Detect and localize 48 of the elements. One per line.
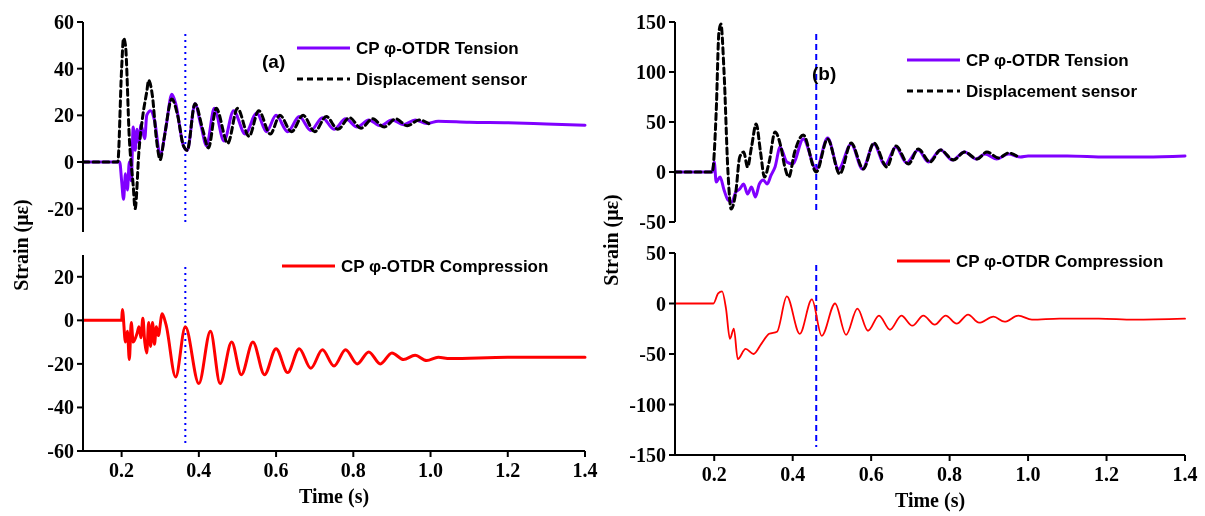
y-tick-label: 0 [64, 151, 74, 173]
line-series [81, 307, 587, 385]
x-tick-label: 1.2 [495, 459, 521, 481]
legend-label: CP φ-OTDR Compression [341, 256, 549, 276]
y-tick-label: 20 [54, 104, 74, 127]
y-tick-label: -100 [629, 393, 666, 416]
y-tick-label: -40 [47, 396, 74, 419]
x-tick-label: 1.2 [1094, 463, 1120, 485]
y-tick-label: -20 [47, 352, 74, 375]
legend-label: Displacement sensor [966, 81, 1138, 101]
y-tick-label: 0 [656, 292, 666, 315]
x-tick-label: 0.8 [937, 463, 963, 485]
legend-label: Displacement sensor [356, 69, 528, 89]
y-tick-label: 40 [54, 57, 74, 80]
x-tick-label: 1.4 [1172, 463, 1198, 485]
legend-label: CP φ-OTDR Tension [966, 50, 1129, 70]
y-tick-label: 0 [64, 309, 74, 332]
y-tick-label: -50 [639, 343, 666, 365]
x-tick-label: 0.4 [186, 459, 212, 481]
y-tick-label: -20 [47, 197, 74, 220]
x-axis-title: Time (s) [298, 485, 370, 508]
y-tick-label: -150 [629, 444, 666, 466]
y-tick-label: 0 [656, 161, 666, 183]
x-tick-label: 0.2 [701, 463, 727, 485]
y-tick-label: -50 [639, 211, 666, 233]
y-tick-label: 150 [636, 11, 666, 33]
y-tick-label: 50 [646, 242, 666, 264]
y-tick-label: 60 [54, 11, 74, 33]
line-series [674, 290, 1186, 360]
y-tick-label: -60 [47, 440, 74, 462]
annotation: (a) [262, 51, 286, 72]
x-tick-label: 1.0 [418, 459, 444, 481]
y-tick-label: 100 [636, 61, 666, 83]
x-tick-label: 0.6 [858, 463, 884, 485]
x-tick-label: 1.4 [572, 459, 598, 481]
y-tick-label: 50 [646, 111, 666, 133]
legend-label: CP φ-OTDR Compression [956, 251, 1164, 271]
y-axis-title: Strain (με) [600, 194, 623, 286]
x-axis-title: Time (s) [894, 489, 966, 512]
y-axis-title: Strain (με) [10, 199, 33, 291]
x-tick-label: 0.4 [780, 463, 806, 485]
y-tick-label: 20 [54, 265, 74, 288]
x-tick-label: 0.2 [109, 459, 135, 481]
x-tick-label: 0.8 [340, 459, 366, 481]
x-tick-label: 1.0 [1015, 463, 1041, 485]
legend-label: CP φ-OTDR Tension [356, 38, 519, 58]
x-tick-label: 0.6 [263, 459, 289, 481]
annotation: (b) [812, 63, 837, 84]
